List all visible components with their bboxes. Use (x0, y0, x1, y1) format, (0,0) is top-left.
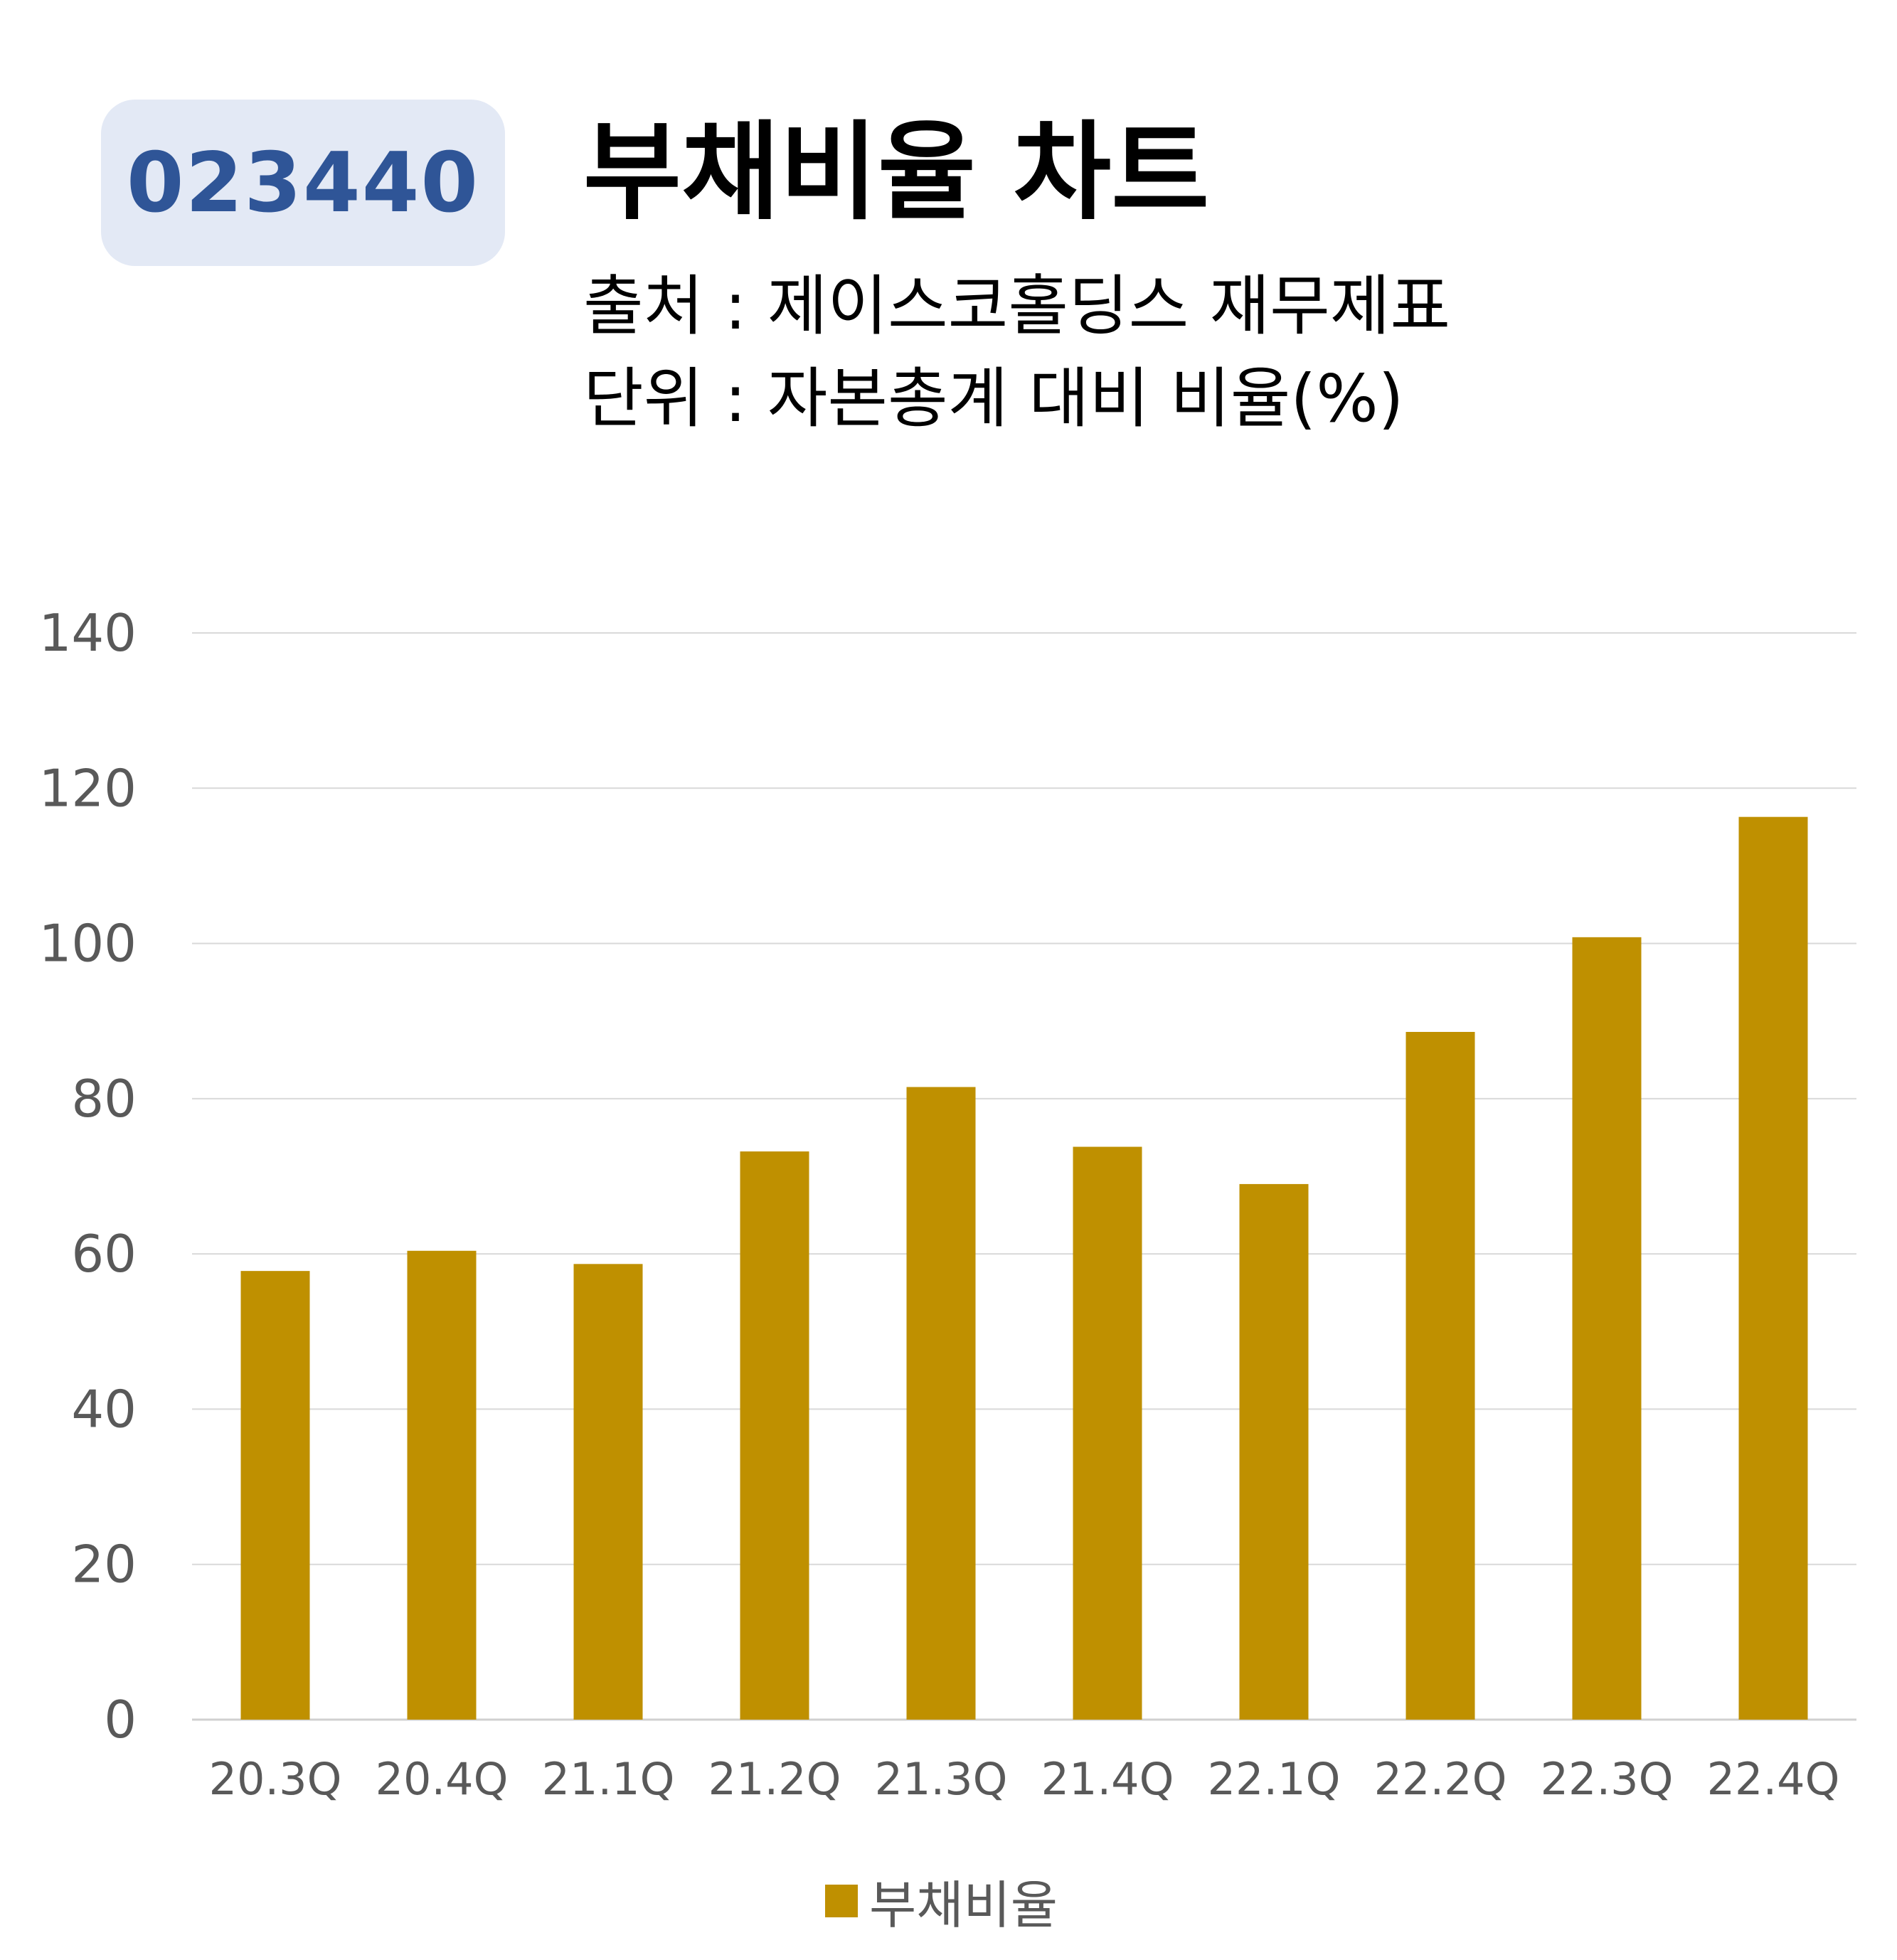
x-tick-label: 20.3Q (209, 1753, 342, 1805)
x-tick-label: 21.1Q (542, 1753, 675, 1805)
bar (1239, 1183, 1309, 1720)
x-tick-label: 20.4Q (376, 1753, 509, 1805)
x-tick-label: 22.2Q (1374, 1753, 1507, 1805)
legend: 부채비율 (825, 1863, 1058, 1938)
chart-unit: 단위 : 자본총계 대비 비율(%) (583, 361, 1404, 437)
y-tick-label: 40 (71, 1379, 137, 1439)
bar (1572, 937, 1642, 1720)
y-tick-label: 140 (39, 603, 137, 663)
x-axis-ticks: 20.3Q 20.4Q 21.1Q 21.2Q 21.3Q 21.4Q 22.1Q 22.2Q… (209, 1753, 1840, 1805)
x-tick-label: 22.1Q (1208, 1753, 1341, 1805)
stock-code: 023440 (126, 134, 480, 231)
bar (573, 1264, 643, 1720)
bar (1073, 1146, 1142, 1720)
y-axis-ticks: 0 20 40 60 80 100 120 140 (39, 603, 137, 1749)
bars (240, 816, 1808, 1720)
bar (1738, 816, 1808, 1720)
x-tick-label: 22.3Q (1541, 1753, 1674, 1805)
legend-label: 부채비율 (869, 1875, 1058, 1935)
x-tick-label: 22.4Q (1707, 1753, 1840, 1805)
chart-title: 부채비율 차트 (583, 111, 1210, 235)
y-tick-label: 20 (71, 1535, 137, 1594)
bar (906, 1087, 976, 1720)
bar (240, 1271, 310, 1720)
bar (1406, 1031, 1475, 1720)
x-tick-label: 21.4Q (1041, 1753, 1174, 1805)
y-tick-label: 100 (39, 914, 137, 974)
y-tick-label: 60 (71, 1224, 137, 1284)
x-tick-label: 21.3Q (875, 1753, 1008, 1805)
bar (740, 1151, 809, 1720)
legend-swatch (825, 1884, 858, 1917)
y-tick-label: 120 (39, 758, 137, 818)
y-tick-label: 0 (104, 1690, 137, 1749)
chart-source: 출처 : 제이스코홀딩스 재무제표 (583, 268, 1451, 344)
y-tick-label: 80 (71, 1069, 137, 1129)
x-tick-label: 21.2Q (708, 1753, 841, 1805)
bar (407, 1250, 477, 1720)
stock-code-badge: 023440 (101, 100, 505, 266)
